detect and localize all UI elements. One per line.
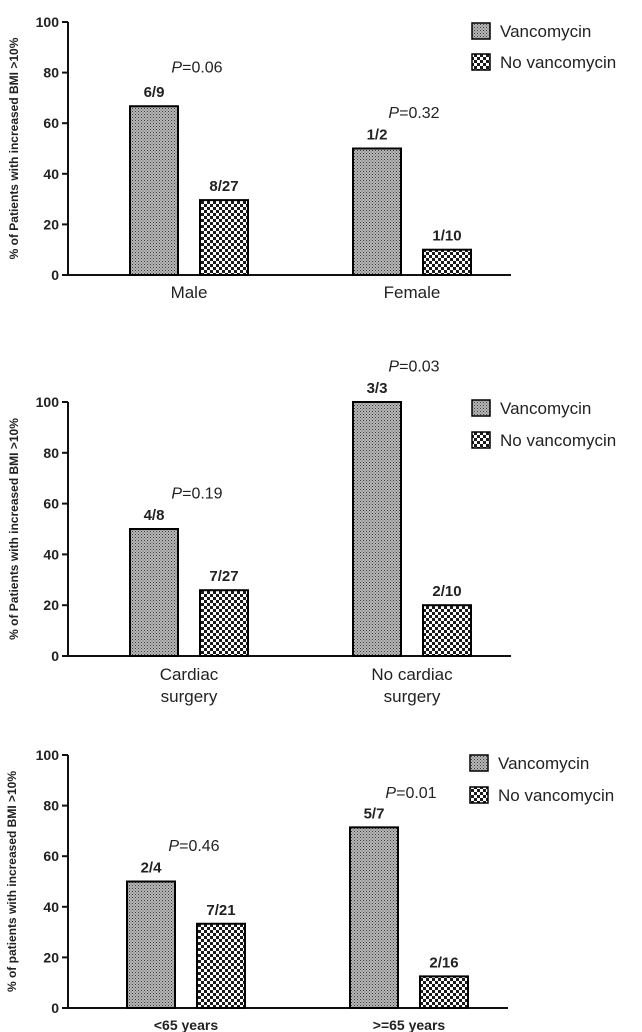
p-value-label: P=0.06 [171,60,222,77]
y-tick-label: 0 [51,267,59,283]
y-tick-label: 40 [43,546,59,562]
y-tick-label: 80 [43,65,59,81]
p-value-label: P=0.01 [385,785,436,802]
legend-swatch [471,431,491,449]
bar-no-vancomycin [196,922,246,1009]
legend-swatch [471,22,491,40]
legend-label: Vancomycin [500,399,591,418]
y-tick-label: 100 [36,394,60,410]
legend-swatch [469,754,489,772]
y-axis-label: % of patients with increased BMI >10% [5,771,19,992]
legend-swatch [471,399,491,417]
legend-label: Vancomycin [498,754,589,773]
legend-label: No vancomycin [500,53,616,72]
legend-swatch [469,786,489,804]
chart-panel-cardiac-surgery: 0 20 40 60 80 100 % of Patients with increased… [7,358,616,706]
y-tick-label: 100 [36,14,60,30]
bar-count-label: 2/16 [429,954,458,971]
bar-count-label: 1/10 [432,228,461,245]
bar-count-label: 4/8 [144,507,165,524]
x-category-label: Cardiac surgery [160,665,219,706]
y-tick-label: 40 [43,166,59,182]
y-tick-label: 80 [43,445,59,461]
bar-count-label: 8/27 [209,178,238,195]
y-tick-label: 60 [43,115,59,131]
y-tick-label: 60 [43,496,59,512]
y-tick-label: 100 [36,747,60,763]
chart-panel-sex: 0 20 40 60 80 100 % of Patients with increased… [7,14,616,302]
y-tick-label: 40 [43,899,59,915]
bar-vancomycin [129,528,179,657]
bar-count-label: 1/2 [367,127,388,144]
y-tick-label: 20 [43,597,59,613]
x-category-label: Male [171,283,208,302]
y-tick-label: 20 [43,949,59,965]
bar-count-label: 2/10 [432,583,461,600]
bar-count-label: 5/7 [364,805,385,822]
legend-label: Vancomycin [500,22,591,41]
legend-label: No vancomycin [500,431,616,450]
bar-vancomycin [349,826,399,1009]
y-tick-label: 80 [43,798,59,814]
y-tick-label: 60 [43,848,59,864]
x-category-label: >=65 years [373,1017,446,1032]
bar-count-label: 7/27 [209,568,238,585]
bar-count-label: 2/4 [141,860,163,877]
bar-vancomycin [352,147,402,276]
bar-no-vancomycin [422,248,472,276]
chart-panel-age: 0 20 40 60 80 100 % of patients with increased… [5,747,614,1032]
bar-no-vancomycin [199,589,249,657]
y-axis-label: % of Patients with increased BMI >10% [7,37,21,259]
legend-label: No vancomycin [498,786,614,805]
x-category-label: No cardiac surgery [371,665,453,706]
bar-vancomycin [126,880,176,1009]
bar-vancomycin [352,401,402,657]
x-category-label: Female [384,283,441,302]
bar-vancomycin [129,105,179,277]
y-axis-label: % of Patients with increased BMI >10% [7,418,21,640]
y-tick-label: 20 [43,216,59,232]
p-value-label: P=0.32 [388,105,439,122]
p-value-label: P=0.46 [168,838,219,855]
bar-no-vancomycin [422,604,472,658]
bar-count-label: 7/21 [206,902,235,919]
p-value-label: P=0.19 [171,485,222,502]
bar-count-label: 6/9 [144,84,165,101]
bar-no-vancomycin [419,975,469,1009]
legend-swatch [471,53,491,71]
y-tick-label: 0 [51,1000,59,1016]
bar-no-vancomycin [199,199,249,276]
x-category-label: <65 years [154,1017,218,1032]
p-value-label: P=0.03 [388,358,439,375]
y-tick-label: 0 [51,648,59,664]
bar-count-label: 3/3 [367,380,388,397]
